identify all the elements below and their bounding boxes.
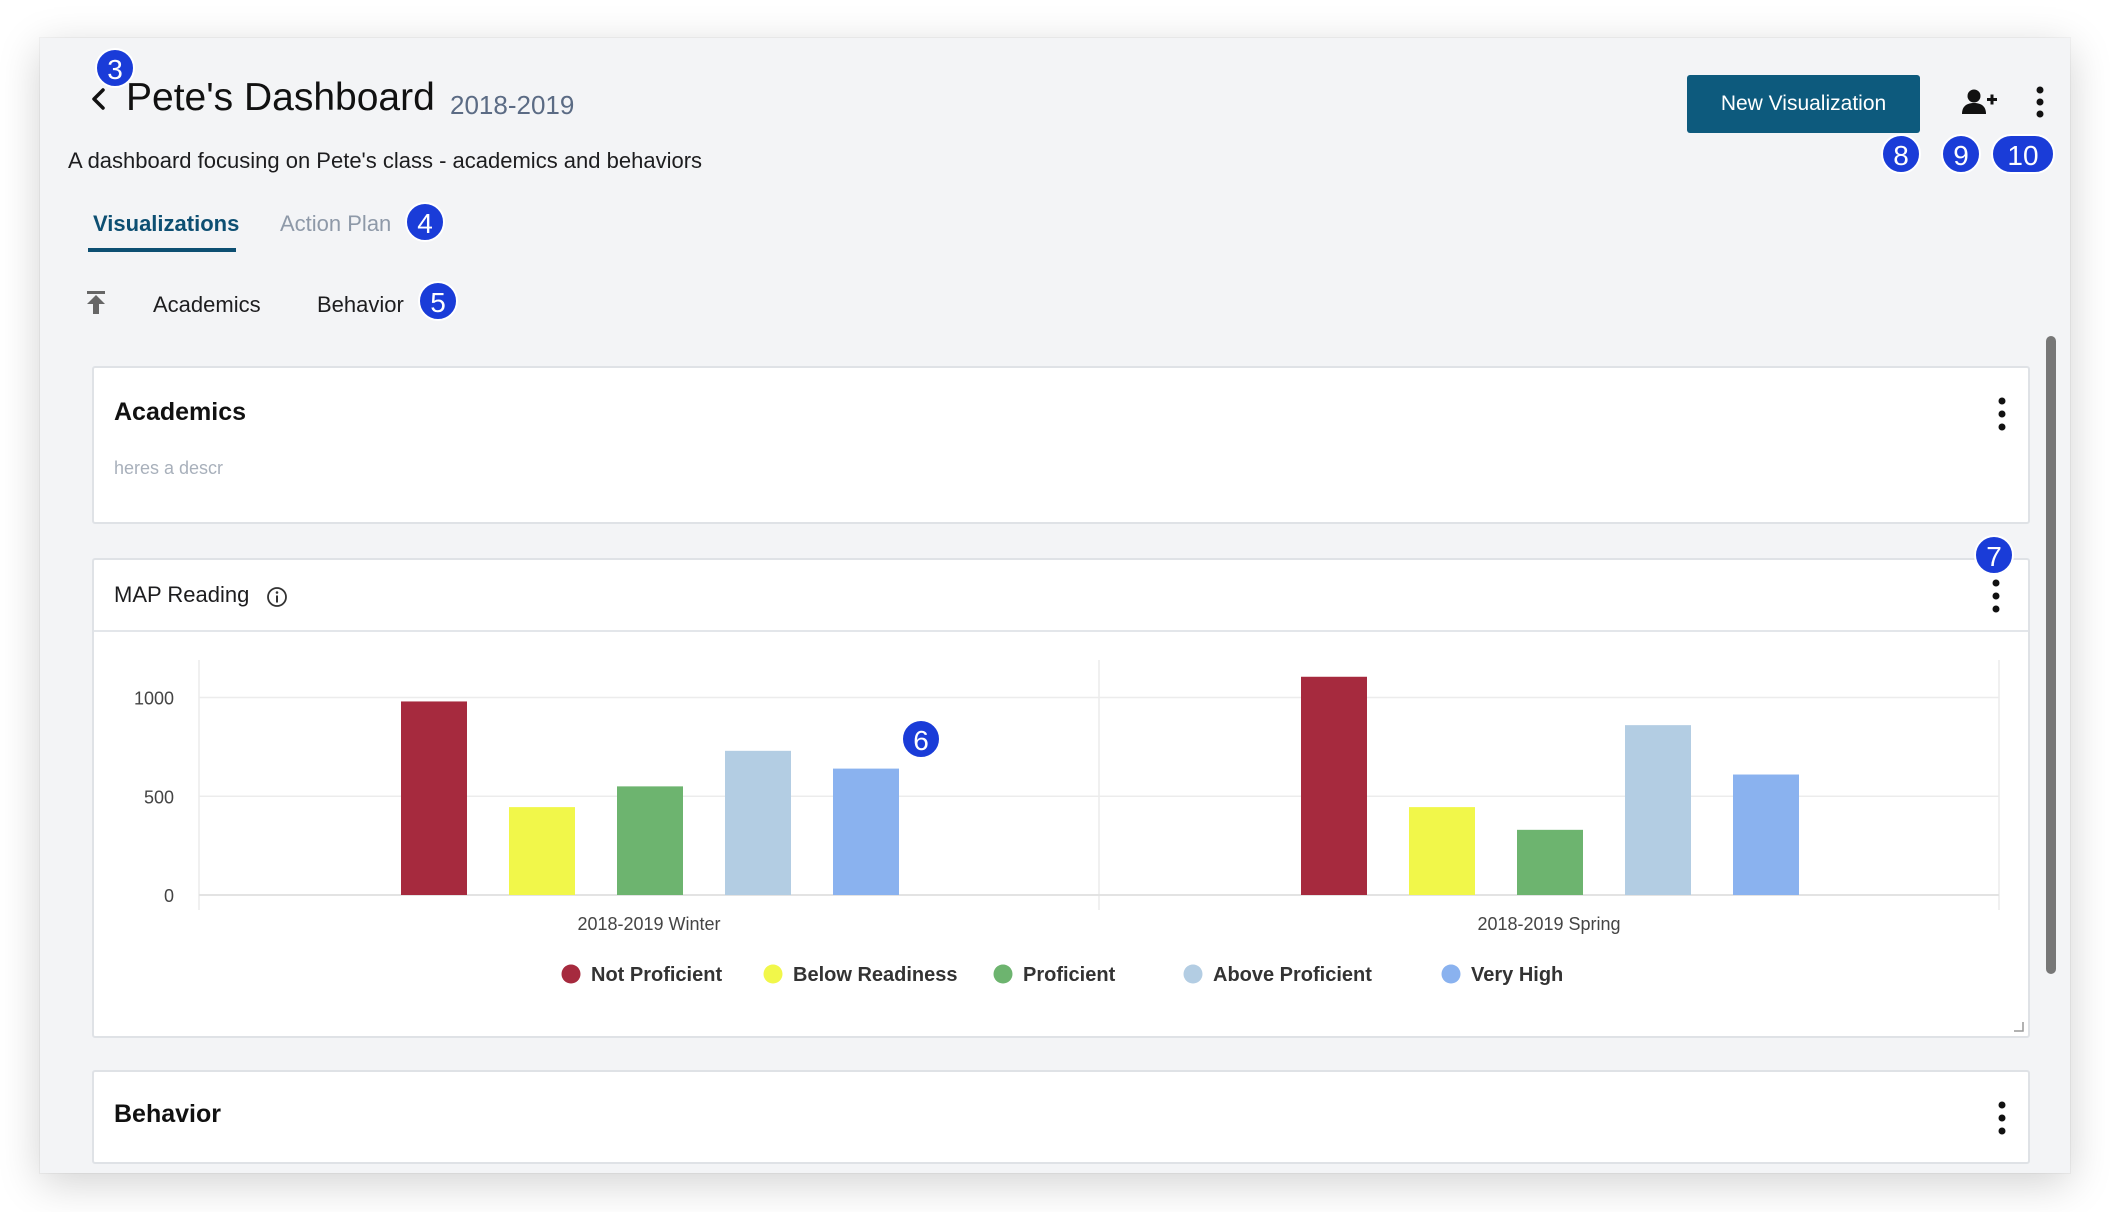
academics-section-card: Academics heres a descr [92,366,2030,524]
map-reading-visualization-card: MAP Reading 0 500 1000 2018-2019 Winter 2018… [92,558,2030,1038]
badge-8: 8 [1881,134,1921,174]
badge-9: 9 [1941,134,1981,174]
legend-label: Very High [1471,964,1563,986]
resize-handle-icon[interactable] [2012,1020,2024,1032]
legend-swatch [993,964,1013,984]
page-title: Pete's Dashboard [126,76,435,119]
legend-swatch [561,964,581,984]
behavior-section-card: Behavior [92,1070,2030,1164]
visualization-title: MAP Reading [114,582,250,607]
section-link-behavior[interactable]: Behavior [317,292,404,317]
legend-swatch [1441,964,1461,984]
page-year: 2018-2019 [450,90,575,120]
badge-3: 3 [95,48,135,88]
more-options-button[interactable] [2018,80,2062,124]
bar [1517,829,1583,895]
active-tab-indicator [88,248,236,252]
section-title: Behavior [114,1100,221,1128]
chevron-left-icon[interactable] [84,84,114,114]
badge-4: 4 [405,202,445,242]
tab-visualizations[interactable]: Visualizations [93,211,240,236]
info-icon[interactable] [266,586,288,608]
badge-5: 5 [418,281,458,321]
legend-swatch [763,964,783,984]
more-vertical-icon[interactable] [1987,1098,2017,1138]
y-tick-label: 1000 [134,689,174,709]
map-reading-chart: 0 500 1000 2018-2019 Winter 2018-2019 Spring… [134,660,2000,986]
legend-swatch [1183,964,1203,984]
y-tick-label: 500 [144,787,174,807]
section-title: Academics [114,398,247,426]
new-visualization-button[interactable]: New Visualization [1687,75,1920,133]
visualization-header: MAP Reading [94,560,2028,632]
page-description: A dashboard focusing on Pete's class - a… [68,148,703,173]
scrollbar-thumb[interactable] [2046,336,2056,974]
legend-label: Proficient [1023,964,1116,986]
bar [1733,774,1799,895]
badge-10: 10 [1991,134,2055,174]
y-tick-label: 0 [164,886,174,906]
bar [1301,676,1367,895]
collapse-all-icon[interactable] [82,288,110,316]
bar [725,750,791,895]
x-tick-label: 2018-2019 Winter [577,914,720,934]
bar [833,768,899,895]
user-plus-icon [1962,89,1997,114]
bar [617,786,683,895]
tab-action-plan[interactable]: Action Plan [280,211,392,236]
add-user-button[interactable] [1958,80,2002,124]
app-window: Pete's Dashboard 2018-2019 A dashboard f… [40,38,2070,1173]
section-link-academics[interactable]: Academics [153,292,261,317]
more-vertical-icon[interactable] [1981,576,2011,616]
bar [1625,725,1691,895]
x-tick-label: 2018-2019 Spring [1477,914,1620,934]
legend-label: Not Proficient [591,964,722,986]
more-vertical-icon [2036,86,2044,118]
legend-label: Below Readiness [793,964,958,986]
badge-7: 7 [1974,535,2014,575]
bar [401,701,467,895]
legend-label: Above Proficient [1213,964,1372,986]
more-vertical-icon[interactable] [1987,394,2017,434]
bar [509,807,575,895]
badge-6: 6 [901,719,941,759]
section-description: heres a descr [114,458,224,478]
bar [1409,807,1475,895]
